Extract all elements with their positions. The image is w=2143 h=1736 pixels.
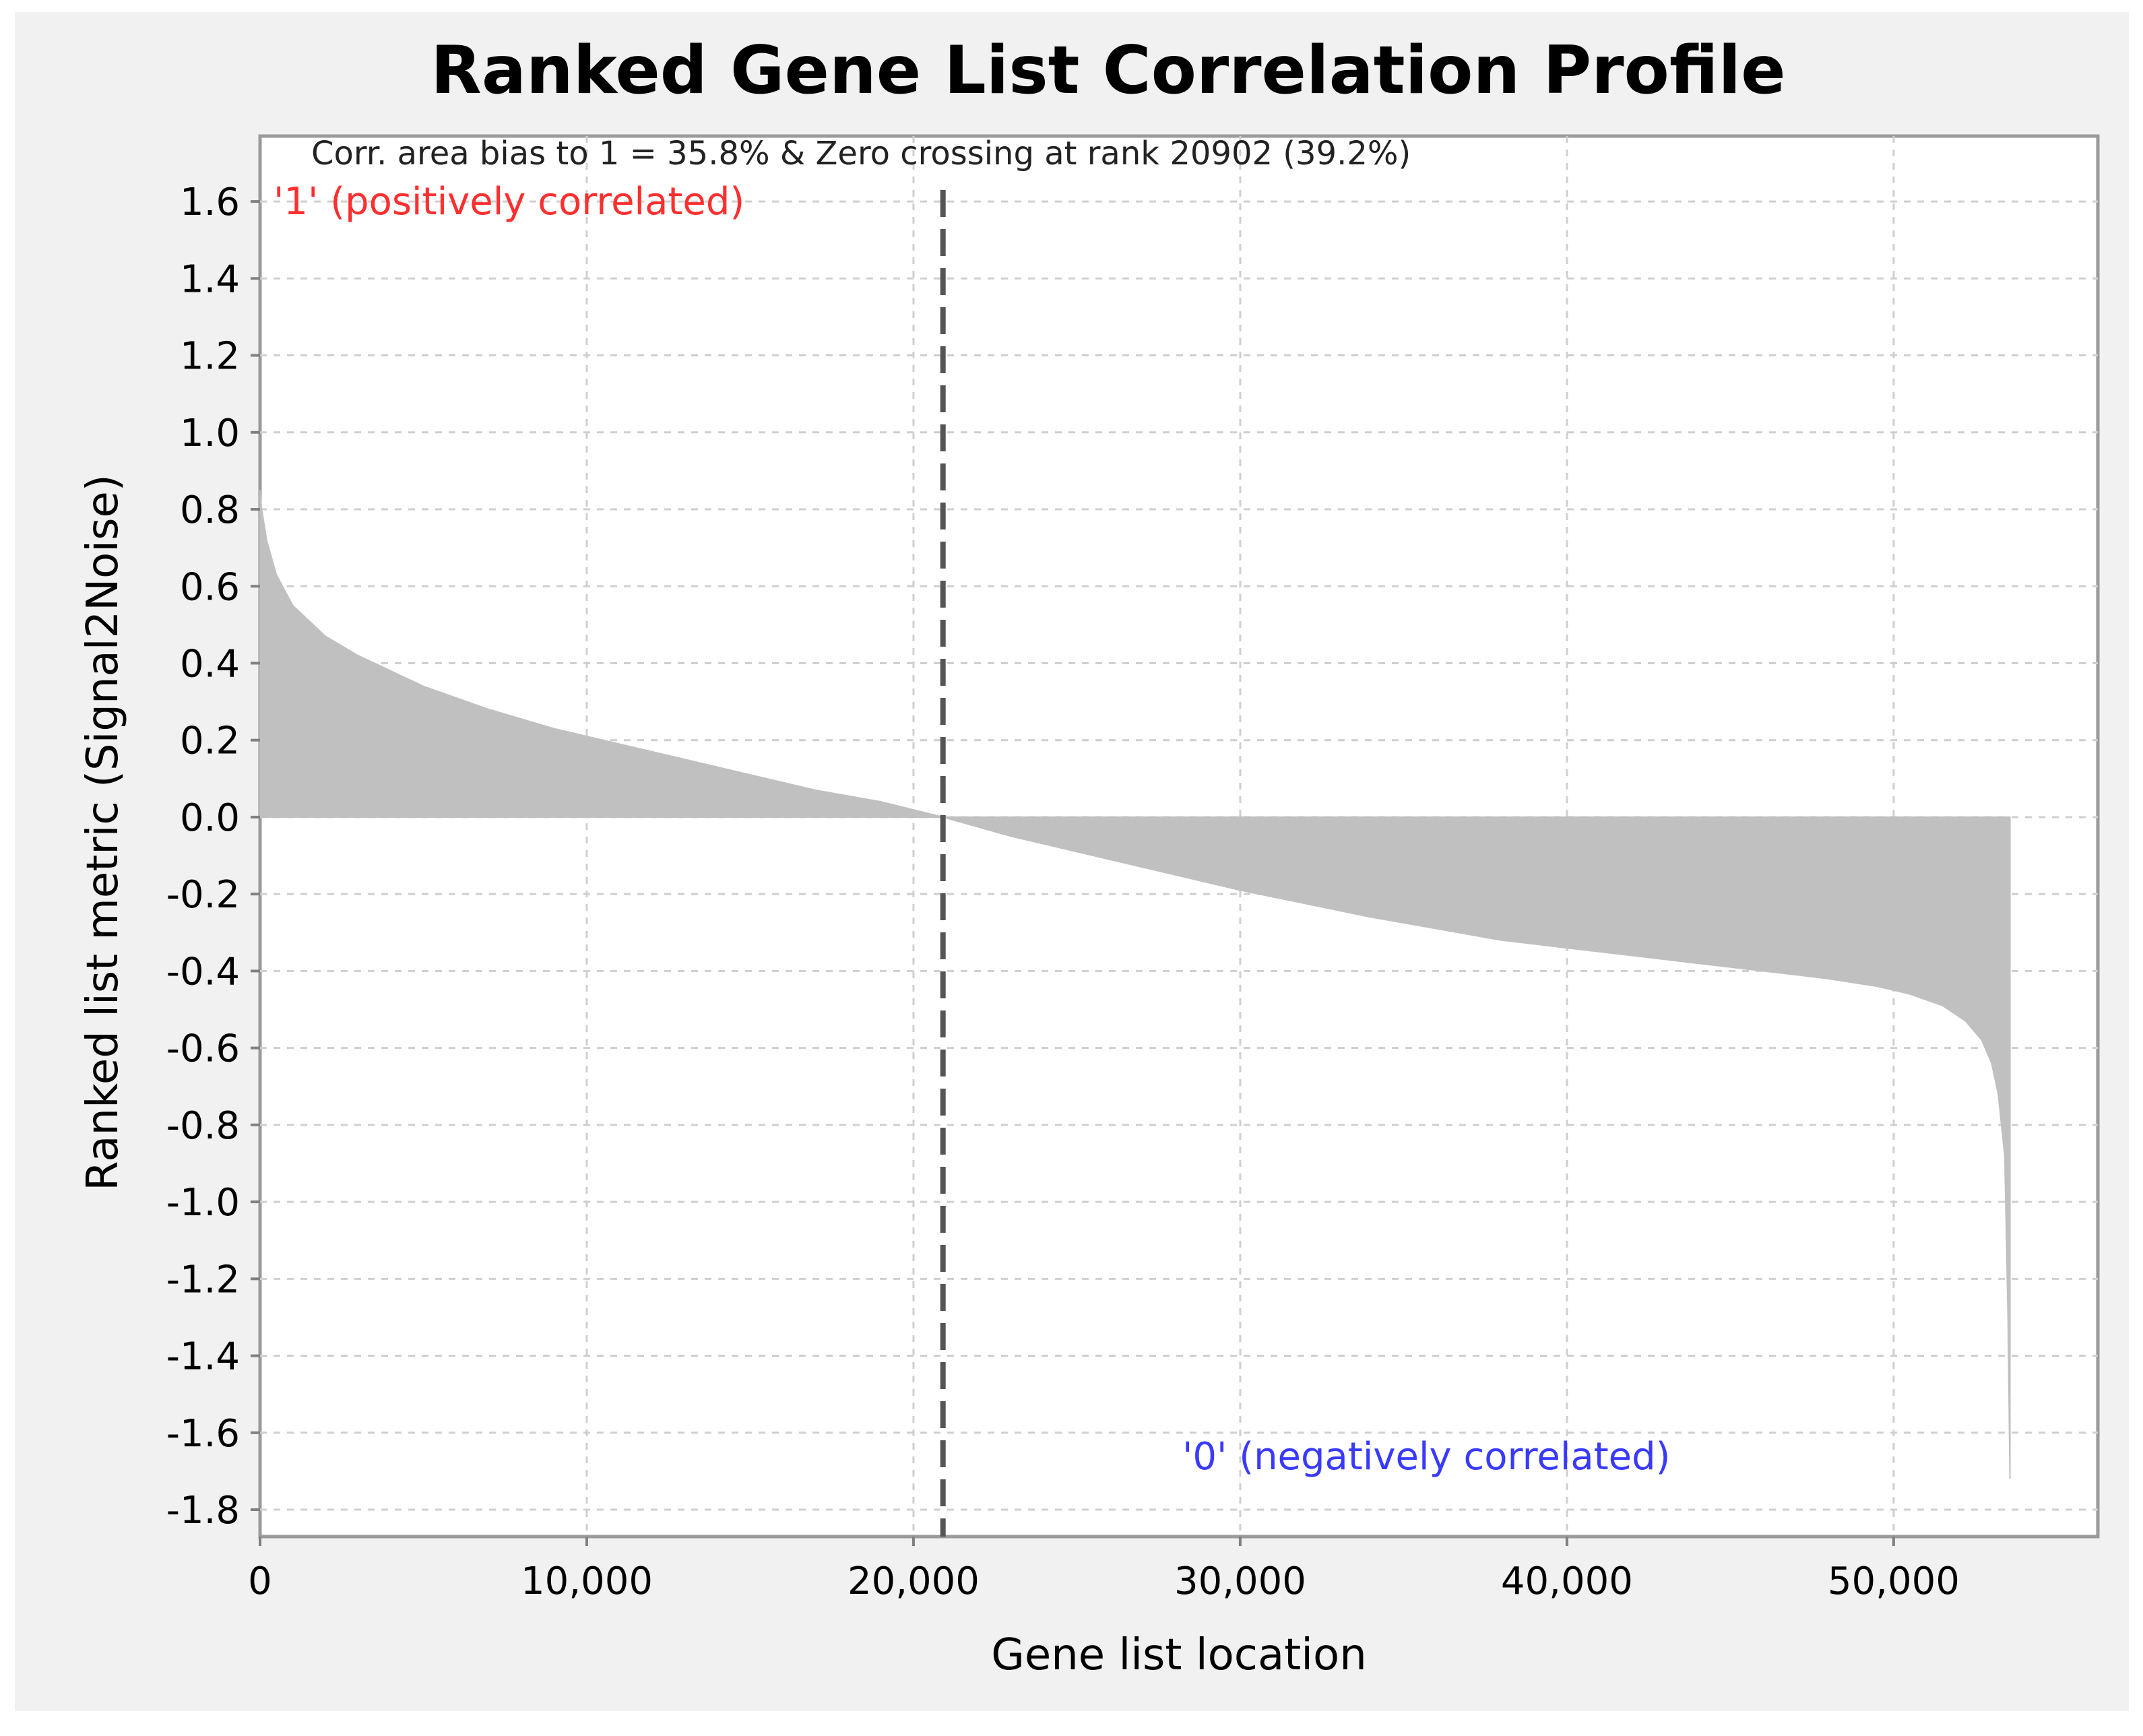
x-tick-label: 40,000 (1501, 1560, 1633, 1603)
correlation-chart: Ranked Gene List Correlation Profile Cor… (78, 32, 2100, 1680)
chart-title: Ranked Gene List Correlation Profile (430, 32, 1785, 109)
y-tick-label: -1.4 (166, 1335, 240, 1379)
y-tick-label: 1.4 (180, 257, 240, 301)
y-tick-label: 1.0 (180, 412, 240, 455)
y-tick-label: 1.2 (180, 335, 240, 379)
x-tick-label: 0 (248, 1560, 272, 1603)
series-area-path (259, 490, 2011, 1479)
grid-lines (260, 136, 2098, 1537)
y-tick-label: -0.8 (166, 1104, 240, 1148)
y-tick-label: 0.8 (180, 488, 240, 532)
y-tick-label: 0.0 (180, 796, 240, 840)
x-tick-label: 20,000 (847, 1560, 980, 1603)
series-area (259, 490, 2011, 1479)
negative-label: '0' (negatively correlated) (1182, 1435, 1671, 1479)
y-axis-label: Ranked list metric (Signal2Noise) (78, 474, 128, 1191)
y-axis-ticks: 1.6 1.4 1.2 1.0 0.8 0.6 0.4 0.2 0.0 -0.2 -0.4 -0.6 -… (166, 181, 260, 1533)
y-tick-label: -1.0 (166, 1181, 240, 1225)
y-tick-label: 0.4 (180, 642, 240, 686)
y-tick-label: 1.6 (180, 181, 240, 224)
x-tick-label: 50,000 (1828, 1560, 1960, 1603)
x-axis-ticks: 0 10,000 20,000 30,000 40,000 50,000 (248, 1537, 1960, 1603)
y-tick-label: -1.6 (166, 1412, 240, 1456)
positive-label: '1' (positively correlated) (274, 180, 744, 224)
y-tick-label: -0.2 (166, 873, 240, 917)
annotation-text: Corr. area bias to 1 = 35.8% & Zero cros… (311, 135, 1411, 172)
x-axis-label: Gene list location (991, 1630, 1367, 1680)
x-tick-label: 30,000 (1174, 1560, 1306, 1603)
y-tick-label: -1.2 (166, 1258, 240, 1301)
y-tick-label: -0.4 (166, 950, 240, 994)
x-tick-label: 10,000 (521, 1560, 653, 1603)
y-tick-label: -1.8 (166, 1489, 240, 1533)
chart-panel: Ranked Gene List Correlation Profile Cor… (15, 12, 2129, 1711)
y-tick-label: -0.6 (166, 1027, 240, 1071)
y-tick-label: 0.2 (180, 719, 240, 763)
y-tick-label: 0.6 (180, 565, 240, 609)
